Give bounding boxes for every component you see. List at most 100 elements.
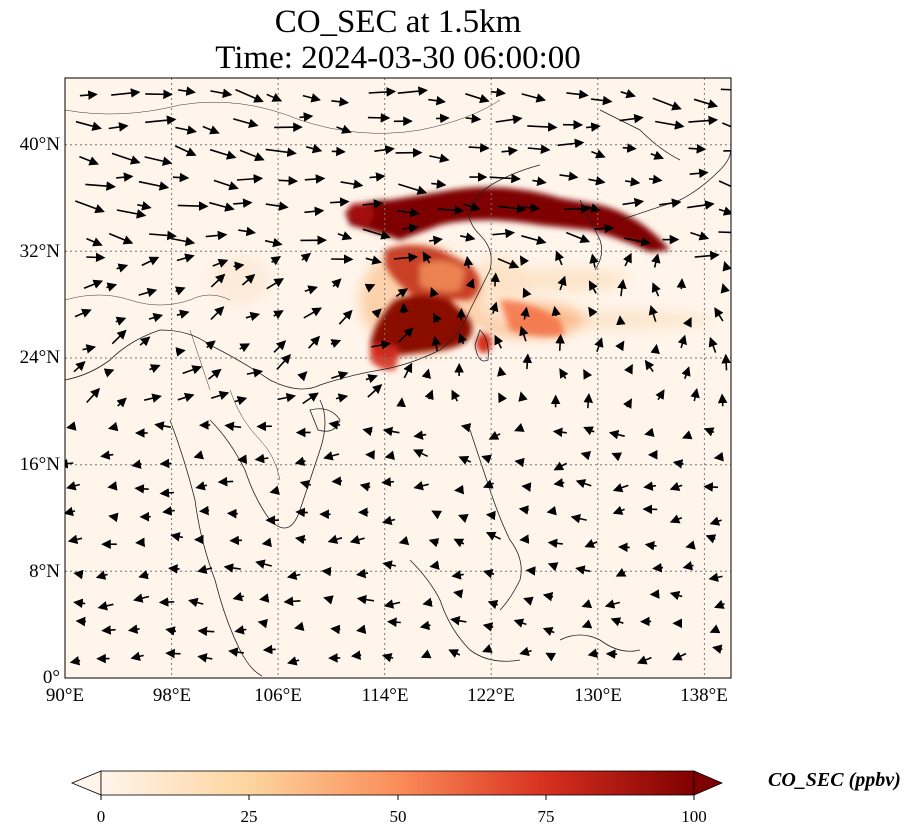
wind-arrow: [690, 388, 700, 402]
wind-arrow: [254, 453, 269, 464]
wind-arrow: [75, 200, 105, 214]
wind-arrow: [302, 392, 319, 405]
wind-vectors: [65, 84, 731, 666]
wind-arrow: [235, 88, 264, 103]
wind-arrow: [331, 371, 349, 381]
wind-arrow: [362, 228, 391, 240]
wind-arrow: [369, 172, 386, 182]
wind-arrow: [581, 599, 593, 609]
wind-arrow: [328, 420, 341, 430]
colorbar-tick-label: 0: [96, 807, 106, 826]
map-title: CO_SEC at 1.5km: [274, 4, 522, 40]
wind-arrow: [304, 206, 325, 217]
wind-arrow: [690, 231, 710, 241]
wind-arrow: [65, 458, 74, 469]
wind-arrow: [232, 591, 245, 602]
wind-arrow: [612, 483, 629, 493]
wind-arrow: [399, 302, 409, 314]
wind-arrow: [482, 569, 495, 579]
wind-arrow: [85, 181, 116, 191]
wind-arrow: [487, 599, 499, 610]
wind-arrow: [703, 427, 715, 437]
colorbar-tick-label: 75: [537, 807, 555, 826]
wind-arrow: [413, 430, 427, 440]
wind-arrow: [685, 540, 696, 550]
wind-arrow: [575, 479, 592, 489]
wind-arrow: [273, 340, 287, 353]
wind-arrow: [359, 482, 371, 492]
wind-arrow: [175, 125, 197, 135]
wind-arrow: [422, 251, 432, 264]
wind-arrow: [720, 283, 730, 294]
wind-arrow: [431, 179, 447, 189]
wind-arrow: [294, 456, 306, 466]
wind-arrow: [709, 516, 722, 526]
wind-arrow: [583, 368, 593, 380]
wind-arrow: [428, 95, 446, 106]
wind-arrow: [323, 451, 340, 461]
wind-arrow: [255, 559, 272, 569]
wind-arrow: [176, 309, 190, 319]
wind-arrow: [650, 150, 664, 160]
wind-arrow: [514, 423, 525, 432]
wind-arrow: [127, 624, 140, 634]
wind-arrow: [693, 98, 719, 109]
wind-arrow: [257, 618, 268, 629]
wind-arrow: [95, 570, 108, 580]
wind-arrow: [583, 393, 594, 409]
wind-arrow: [294, 621, 305, 631]
wind-arrow: [393, 252, 419, 263]
wind-arrow: [591, 95, 613, 106]
wind-arrow: [559, 368, 569, 380]
wind-arrow: [130, 651, 144, 661]
wind-arrow: [652, 97, 682, 111]
wind-arrow: [458, 456, 472, 465]
wind-arrow: [330, 339, 342, 349]
wind-arrow: [356, 624, 367, 634]
wind-arrow: [73, 361, 86, 373]
wind-arrow: [262, 644, 276, 655]
wind-arrow: [66, 481, 81, 491]
wind-arrow: [465, 113, 482, 124]
colorbar-label: CO_SEC (ppbv): [768, 769, 901, 791]
wind-arrow: [458, 332, 468, 345]
wind-arrow: [175, 347, 186, 357]
wind-arrow: [197, 653, 213, 663]
wind-arrow: [266, 278, 285, 290]
wind-arrow: [67, 534, 83, 545]
wind-arrow: [413, 449, 429, 458]
wind-arrow: [720, 84, 731, 95]
wind-arrow: [468, 142, 490, 153]
wind-arrow: [108, 122, 129, 132]
wind-arrow: [116, 172, 134, 182]
wind-arrow: [483, 479, 494, 489]
wind-arrow: [79, 90, 98, 100]
wind-arrow: [234, 396, 248, 406]
wind-arrow: [463, 255, 474, 269]
wind-arrow: [419, 620, 431, 631]
map-subtitle: Time: 2024-03-30 06:00:00: [215, 40, 581, 76]
wind-arrow: [575, 565, 591, 575]
wind-arrow: [365, 255, 382, 265]
wind-arrow: [713, 451, 724, 462]
wind-arrow: [210, 273, 226, 288]
wind-arrow: [688, 115, 719, 126]
wind-arrow: [286, 570, 301, 581]
lon-tick-label: 130°E: [574, 685, 622, 706]
wind-arrow: [131, 459, 142, 469]
wind-arrow: [495, 114, 523, 125]
wind-arrow: [652, 562, 664, 573]
wind-arrow: [107, 481, 118, 491]
wind-arrow: [73, 598, 86, 609]
wind-arrow: [384, 450, 396, 461]
wind-arrow: [518, 391, 528, 402]
wind-arrow: [382, 426, 400, 437]
wind-arrow: [522, 353, 533, 370]
wind-arrow: [165, 648, 181, 659]
wind-arrow: [295, 507, 308, 518]
wind-arrow: [619, 113, 644, 124]
wind-arrow: [492, 228, 515, 239]
wind-arrow: [172, 172, 190, 183]
wind-arrow: [210, 88, 233, 98]
wind-arrow: [588, 176, 606, 186]
